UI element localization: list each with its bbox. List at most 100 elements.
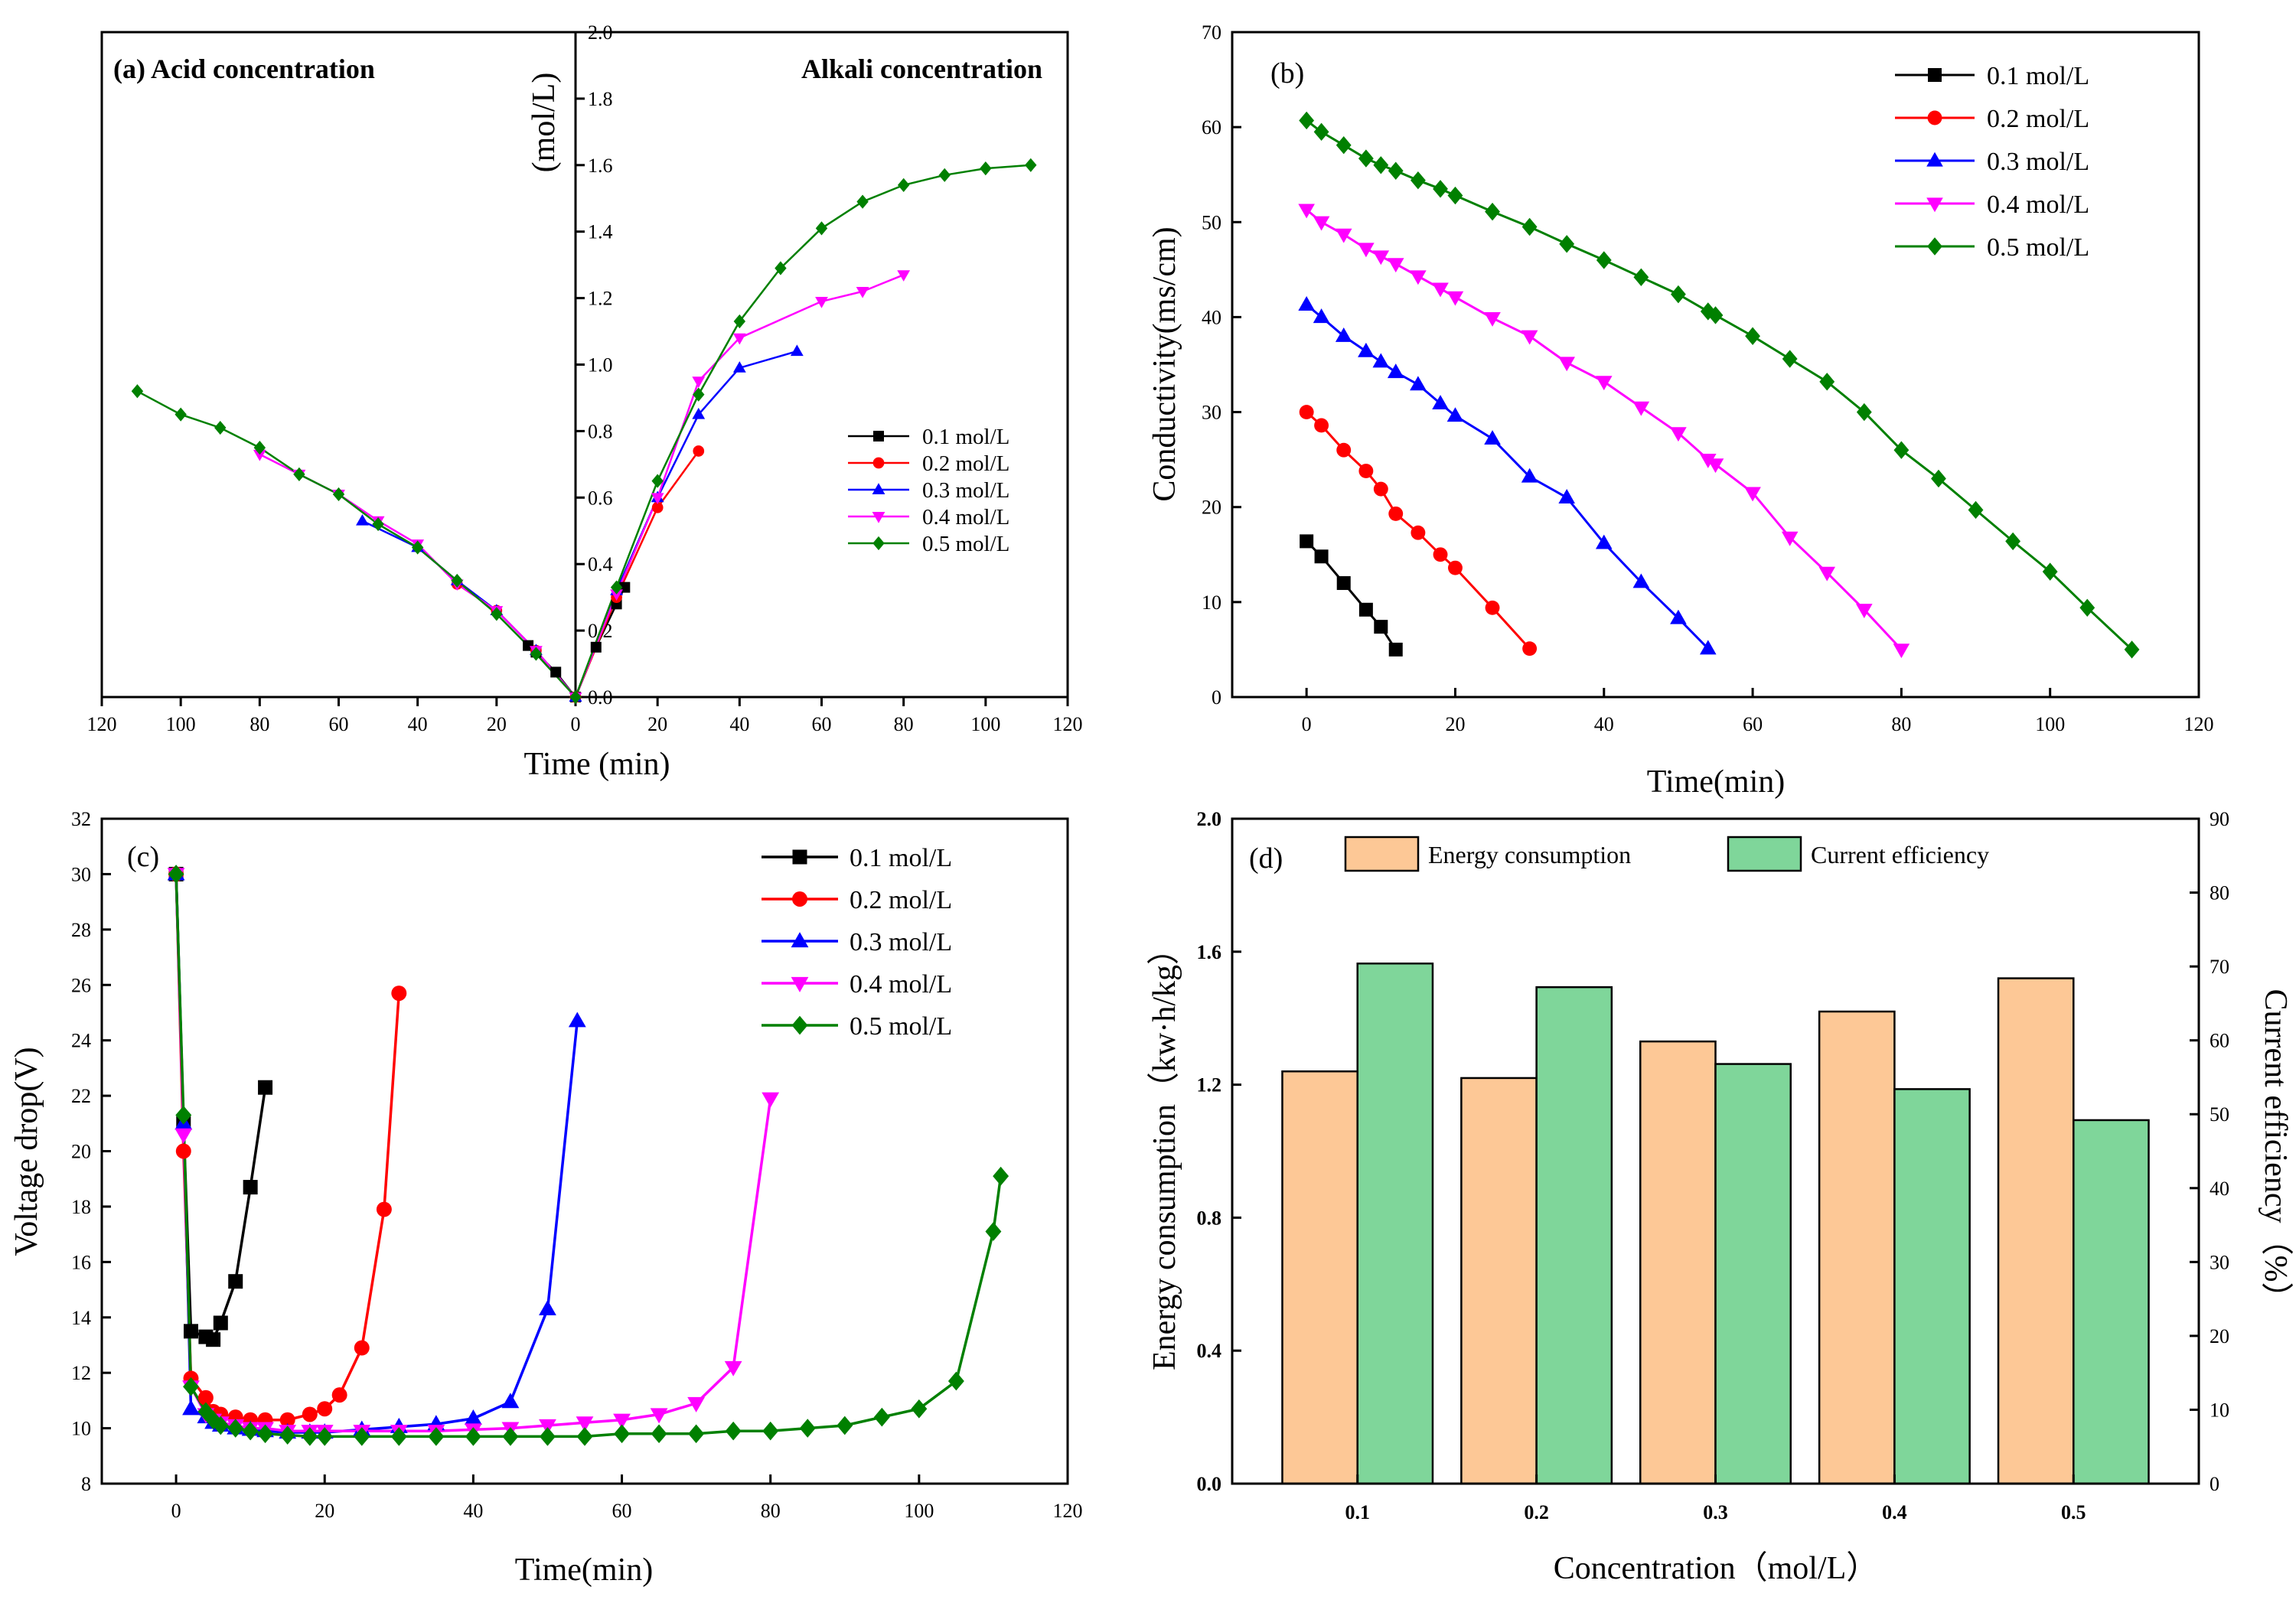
panel-b-point bbox=[1374, 620, 1388, 634]
panel-a-alkali-point bbox=[733, 314, 746, 329]
panel-a-y-tick-label: 1.6 bbox=[588, 155, 613, 177]
panel-b-point bbox=[1388, 161, 1404, 180]
panel-c-point bbox=[175, 1143, 191, 1159]
panel-c-point bbox=[993, 1166, 1009, 1186]
panel-b-x-tick-label: 60 bbox=[1743, 713, 1763, 735]
panel-b-point bbox=[1521, 330, 1538, 345]
panel-c-point bbox=[376, 1201, 392, 1217]
panel-a-alkali-point bbox=[815, 296, 828, 308]
panel-a-alkali-point bbox=[569, 689, 582, 705]
panel-b-point bbox=[2079, 598, 2095, 617]
panel-a-y-tick-label: 2.0 bbox=[588, 21, 613, 44]
panel-b-point bbox=[1300, 534, 1314, 549]
panel-b-label: (b) bbox=[1270, 57, 1304, 90]
panel-b-point bbox=[1744, 487, 1761, 502]
panel-b-point bbox=[1335, 327, 1352, 342]
panel-b-legend-label: 0.3 mol/L bbox=[1987, 148, 2089, 176]
panel-d-bar-current-efficiency bbox=[1893, 1088, 1971, 1485]
panel-a-acid-point bbox=[214, 420, 227, 435]
panel-d-right-tick-label: 40 bbox=[2210, 1178, 2229, 1200]
panel-c-point bbox=[837, 1416, 853, 1435]
panel-a-x-tick-label: 80 bbox=[249, 713, 269, 735]
panel-c-y-tick-label: 10 bbox=[71, 1418, 91, 1440]
panel-a-x-tick-label: 60 bbox=[812, 713, 832, 735]
panel-c-legend-marker bbox=[792, 849, 807, 865]
panel-c-y-tick-label: 14 bbox=[71, 1307, 91, 1329]
panel-b-point bbox=[1446, 291, 1464, 306]
panel-d-x-tick-label: 0.4 bbox=[1882, 1501, 1907, 1523]
panel-a-title-alkali: Alkali concentration bbox=[801, 54, 1042, 84]
panel-c-point bbox=[428, 1427, 445, 1446]
panel-c-point bbox=[228, 1274, 243, 1289]
panel-b-point bbox=[1558, 489, 1575, 503]
panel-a-y-tick-label: 0.4 bbox=[588, 553, 613, 575]
panel-a-y-tick-label: 1.2 bbox=[588, 288, 613, 310]
panel-b-point bbox=[1485, 202, 1500, 221]
panel-b-point bbox=[1484, 430, 1501, 445]
panel-b-x-tick-label: 80 bbox=[1891, 713, 1911, 735]
panel-c-line-0-5-mol-L bbox=[174, 874, 1003, 1438]
panel-a-x-tick-label: 100 bbox=[970, 713, 1000, 735]
panel-c-point bbox=[354, 1427, 370, 1446]
panel-a-x-axis-label: Time (min) bbox=[524, 747, 670, 782]
panel-a-alkali-line-0-3-mol-L bbox=[574, 350, 797, 698]
panel-c-line-0-1-mol-L bbox=[174, 874, 267, 1341]
panel-c-point bbox=[316, 1427, 333, 1446]
panel-a-y-tick-label: 0.6 bbox=[588, 487, 613, 509]
panel-b-y-tick-label: 60 bbox=[1202, 116, 1221, 138]
panel-b-legend-marker bbox=[1928, 68, 1942, 82]
panel-b-point bbox=[2124, 640, 2140, 659]
panel-b-point bbox=[1314, 549, 1329, 564]
panel-a-alkali-point bbox=[897, 178, 910, 192]
panel-b-point bbox=[1387, 363, 1404, 379]
panel-a-alkali-point bbox=[651, 474, 664, 488]
panel-c-point bbox=[614, 1424, 630, 1444]
panel-b-y-tick-label: 10 bbox=[1202, 591, 1221, 614]
panel-d-right-tick-label: 70 bbox=[2210, 956, 2229, 978]
panel-b-x-axis-label: Time(min) bbox=[1647, 764, 1785, 800]
panel-c-x-tick-label: 120 bbox=[1053, 1500, 1083, 1522]
panel-a-alkali-point bbox=[938, 168, 951, 182]
panel-b-point bbox=[1298, 296, 1315, 311]
panel-a-legend-label: 0.4 mol/L bbox=[922, 505, 1009, 529]
panel-b-point bbox=[1336, 442, 1352, 458]
panel-a-alkali-point bbox=[856, 286, 869, 298]
panel-c-point bbox=[302, 1427, 318, 1446]
panel-c-x-tick-label: 0 bbox=[171, 1500, 181, 1522]
panel-c-point bbox=[279, 1412, 295, 1428]
panel-b-point bbox=[1336, 136, 1352, 155]
panel-d-left-tick-label: 2.0 bbox=[1197, 808, 1222, 830]
panel-c-x-tick-label: 20 bbox=[315, 1500, 334, 1522]
panel-c-point bbox=[464, 1409, 482, 1425]
panel-c-legend-label: 0.3 mol/L bbox=[850, 928, 952, 956]
panel-a-alkali-point bbox=[856, 194, 869, 209]
panel-b-frame bbox=[1231, 31, 2200, 699]
panel-b-point bbox=[1387, 258, 1404, 273]
panel-a-x-tick-label: 20 bbox=[487, 713, 507, 735]
panel-a-alkali-point bbox=[610, 589, 623, 601]
panel-a-x-tick-label: 20 bbox=[647, 713, 667, 735]
panel-a-y-tick-label: 1.0 bbox=[588, 354, 613, 376]
panel-c-point bbox=[242, 1421, 259, 1441]
panel-a-alkali-line-0-5-mol-L bbox=[574, 164, 1031, 698]
panel-d-legend-label: Energy consumption bbox=[1428, 841, 1631, 868]
panel-a-y-tick-label: 0.0 bbox=[588, 686, 613, 709]
panel-a-x-tick-label: 40 bbox=[408, 713, 428, 735]
panel-b-x-tick-label: 40 bbox=[1594, 713, 1614, 735]
panel-a-acid-point bbox=[491, 607, 503, 621]
panel-b-point bbox=[1411, 525, 1426, 540]
panel-d-left-tick-label: 0.4 bbox=[1197, 1340, 1222, 1362]
panel-a-y-tick-label: 0.8 bbox=[588, 420, 613, 442]
panel-b-point bbox=[1373, 156, 1389, 174]
panel-c-legend-label: 0.1 mol/L bbox=[850, 844, 952, 872]
panel-c-y-axis-label: Voltage drop(V) bbox=[9, 1047, 44, 1256]
panel-c-legend-marker bbox=[791, 976, 809, 992]
panel-b-point bbox=[1484, 312, 1501, 327]
panel-c-point bbox=[911, 1399, 928, 1419]
panel-d-y-axis-label-right: Current efficiency（%） bbox=[2258, 989, 2293, 1315]
panel-c-y-tick-label: 8 bbox=[81, 1473, 91, 1495]
panel-a-x-tick-label: 60 bbox=[329, 713, 349, 735]
panel-d-bar-energy-consumption bbox=[1818, 1010, 1896, 1485]
panel-b-point bbox=[1931, 469, 1946, 488]
